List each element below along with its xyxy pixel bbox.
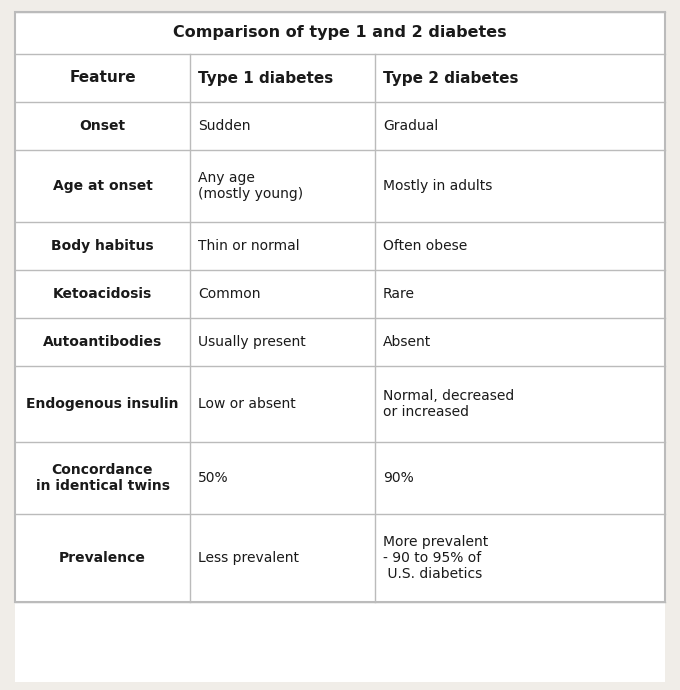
Text: Absent: Absent bbox=[383, 335, 431, 349]
Text: More prevalent
- 90 to 95% of
 U.S. diabetics: More prevalent - 90 to 95% of U.S. diabe… bbox=[383, 535, 488, 581]
Text: Sudden: Sudden bbox=[198, 119, 250, 133]
Text: Onset: Onset bbox=[80, 119, 126, 133]
Text: Endogenous insulin: Endogenous insulin bbox=[27, 397, 179, 411]
Text: Body habitus: Body habitus bbox=[51, 239, 154, 253]
Text: Prevalence: Prevalence bbox=[59, 551, 146, 565]
Bar bbox=[15, 12, 665, 602]
Text: Age at onset: Age at onset bbox=[52, 179, 152, 193]
Text: Concordance
in identical twins: Concordance in identical twins bbox=[35, 463, 169, 493]
Text: 50%: 50% bbox=[198, 471, 228, 485]
Text: Thin or normal: Thin or normal bbox=[198, 239, 300, 253]
Text: Any age
(mostly young): Any age (mostly young) bbox=[198, 171, 303, 201]
Text: Usually present: Usually present bbox=[198, 335, 306, 349]
Text: Comparison of type 1 and 2 diabetes: Comparison of type 1 and 2 diabetes bbox=[173, 26, 507, 41]
Text: Normal, decreased
or increased: Normal, decreased or increased bbox=[383, 389, 514, 419]
Text: Less prevalent: Less prevalent bbox=[198, 551, 299, 565]
Text: Rare: Rare bbox=[383, 287, 415, 301]
Text: Ketoacidosis: Ketoacidosis bbox=[53, 287, 152, 301]
Text: Often obese: Often obese bbox=[383, 239, 467, 253]
Text: Feature: Feature bbox=[69, 70, 136, 86]
Text: Autoantibodies: Autoantibodies bbox=[43, 335, 162, 349]
Text: Common: Common bbox=[198, 287, 260, 301]
Text: Type 1 diabetes: Type 1 diabetes bbox=[198, 70, 333, 86]
Text: 90%: 90% bbox=[383, 471, 413, 485]
Text: Type 2 diabetes: Type 2 diabetes bbox=[383, 70, 518, 86]
Text: Low or absent: Low or absent bbox=[198, 397, 296, 411]
Text: Gradual: Gradual bbox=[383, 119, 438, 133]
Text: Mostly in adults: Mostly in adults bbox=[383, 179, 492, 193]
